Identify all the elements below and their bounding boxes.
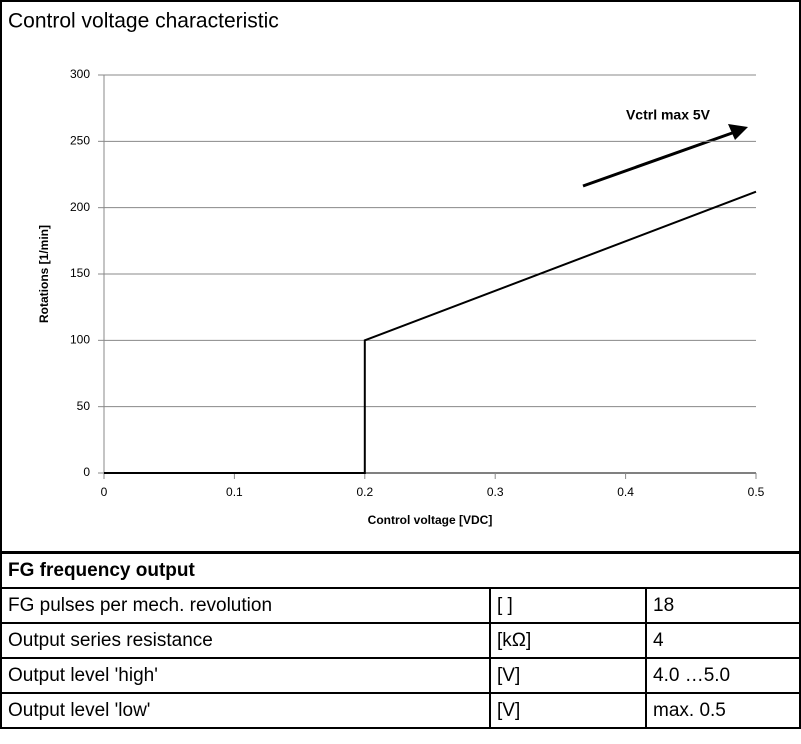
arrow-shaft bbox=[582, 130, 736, 188]
cell: 4 bbox=[645, 622, 801, 659]
x-tick-label: 0.1 bbox=[226, 485, 243, 499]
table: FG frequency output FG pulses per mech. … bbox=[0, 552, 801, 729]
line bbox=[104, 190, 757, 474]
cell: [ ] bbox=[489, 587, 647, 624]
table-title: FG frequency output bbox=[0, 552, 801, 589]
x-tick-label: 0.2 bbox=[356, 485, 373, 499]
cell: Output level 'low' bbox=[0, 692, 491, 729]
cell: [kΩ] bbox=[489, 622, 647, 659]
cell: Output series resistance bbox=[0, 622, 491, 659]
y-axis-label: Rotations [1/min] bbox=[37, 225, 51, 323]
chart: Control voltage characteristic Control v… bbox=[0, 0, 801, 553]
cell: 18 bbox=[645, 587, 801, 624]
y-tick-label: 100 bbox=[70, 333, 90, 347]
cell: [V] bbox=[489, 692, 647, 729]
cell: FG pulses per mech. revolution bbox=[0, 587, 491, 624]
y-tick-label: 200 bbox=[70, 200, 90, 214]
x-tick-label: 0.4 bbox=[617, 485, 634, 499]
y-tick-label: 150 bbox=[70, 266, 90, 280]
arrow-head bbox=[728, 124, 748, 140]
chart-title: Control voltage characteristic bbox=[8, 10, 279, 33]
x-tick-label: 0.3 bbox=[487, 485, 504, 499]
x-tick-label: 0.5 bbox=[748, 485, 765, 499]
y-tick-label: 50 bbox=[77, 399, 91, 413]
x-tick-label: 0 bbox=[101, 485, 108, 499]
x-axis-label: Control voltage [VDC] bbox=[368, 513, 493, 527]
y-tick-label: 250 bbox=[70, 134, 90, 148]
chart-frame bbox=[0, 0, 801, 553]
cell: max. 0.5 bbox=[645, 692, 801, 729]
cell: [V] bbox=[489, 657, 647, 694]
cell: Output level 'high' bbox=[0, 657, 491, 694]
cell: 4.0 …5.0 bbox=[645, 657, 801, 694]
y-tick-label: 300 bbox=[70, 67, 90, 81]
annotation: Vctrl max 5V bbox=[626, 107, 711, 123]
y-tick-label: 0 bbox=[83, 465, 90, 479]
